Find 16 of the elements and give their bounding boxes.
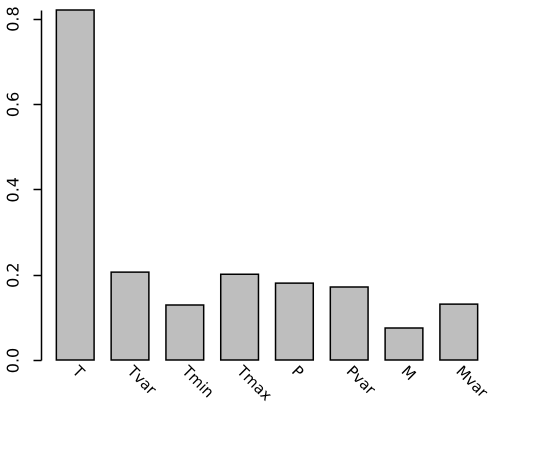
bar (439, 303, 478, 361)
bar (274, 282, 314, 361)
bar (220, 273, 260, 361)
bar (384, 327, 424, 361)
y-tick-label: 0.8 (4, 6, 22, 32)
y-tick-label: 0.0 (4, 348, 22, 374)
bar (56, 9, 95, 361)
y-tick-label: 0.2 (4, 262, 22, 288)
bar (110, 271, 150, 361)
x-tick-label: T (68, 361, 89, 382)
bar (330, 286, 369, 361)
y-tick-label: 0.6 (4, 92, 22, 118)
x-tick-label: P (288, 362, 308, 382)
x-tick-label: M (398, 362, 420, 384)
bar (165, 304, 204, 361)
y-tick-label: 0.4 (4, 177, 22, 202)
